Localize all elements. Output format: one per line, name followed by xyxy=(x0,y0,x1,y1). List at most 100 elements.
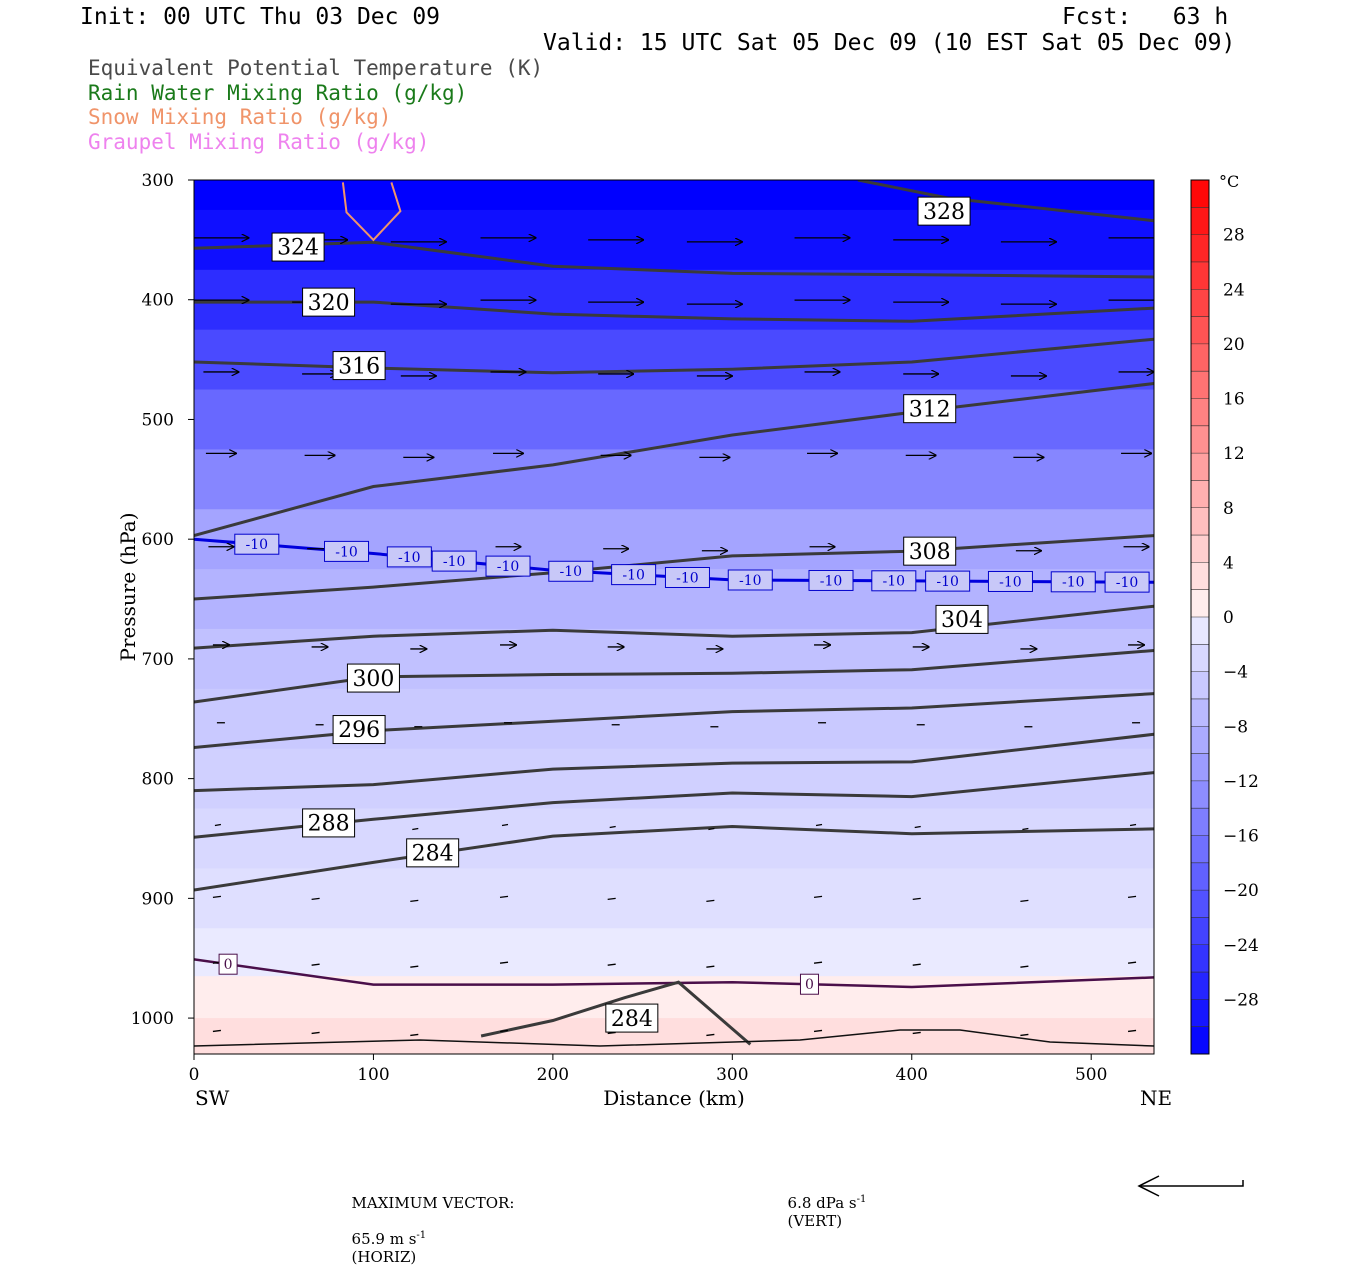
colorbar-frame xyxy=(1190,179,1210,1055)
wind-vector xyxy=(813,895,823,899)
theta-e-contour-300 xyxy=(194,649,1154,704)
colorbar-swatch xyxy=(1191,999,1209,1028)
x-axis-label: Distance (km) xyxy=(603,1086,745,1110)
forecast-hour: Fcst: 63 h xyxy=(1062,4,1229,30)
contour-label: -10 xyxy=(622,568,645,584)
x-tick-label: 0 xyxy=(189,1065,200,1085)
wind-vector xyxy=(499,961,509,964)
wind-vector xyxy=(813,961,823,964)
contour-label-box xyxy=(903,394,957,424)
contour-label-box xyxy=(234,533,280,555)
wind-vector xyxy=(607,897,616,901)
cross-section-chart: 328324320316312308304300296288284284-10-… xyxy=(116,171,1259,1110)
contour-label: 284 xyxy=(611,1007,653,1032)
contour-label-box xyxy=(799,973,819,995)
legend-rain: Rain Water Mixing Ratio (g/kg) xyxy=(88,81,468,105)
wind-vector xyxy=(1129,823,1137,827)
contour-label-box xyxy=(605,1003,659,1033)
colorbar-swatch xyxy=(1191,780,1209,809)
colorbar-unit: °C xyxy=(1219,172,1239,191)
wind-vector xyxy=(214,823,222,827)
wind-vector xyxy=(706,1033,715,1037)
contour-label-box xyxy=(302,808,356,838)
contour-label: 316 xyxy=(338,354,380,379)
contour-label-box xyxy=(346,663,400,693)
wind-vector xyxy=(912,963,921,966)
wind-vector xyxy=(912,1031,921,1035)
wind-vector xyxy=(1022,827,1029,831)
temp-band xyxy=(194,868,1154,930)
temp-band xyxy=(194,389,1154,451)
wind-vector xyxy=(311,1031,320,1035)
wind-vector xyxy=(1020,965,1029,968)
colorbar-tick-label: 24 xyxy=(1223,280,1245,300)
colorbar-swatch xyxy=(1191,234,1209,263)
max-vector-label: MAXIMUM VECTOR: 65.9 m s-1 (HORIZ) xyxy=(342,1176,515,1266)
contour-label: -10 xyxy=(739,573,762,589)
colorbar-tick-label: −28 xyxy=(1223,990,1259,1010)
colorbar-tick-label: −16 xyxy=(1223,827,1259,847)
contour-label-box xyxy=(1050,571,1096,593)
colorbar-tick-label: 4 xyxy=(1223,553,1234,573)
contour-label-box xyxy=(1104,571,1150,593)
theta-e-contour-284 xyxy=(194,824,1154,892)
contour-label: -10 xyxy=(936,574,959,590)
colorbar-swatch xyxy=(1191,180,1209,208)
plot-frame xyxy=(193,179,1155,1055)
wind-vectors xyxy=(194,238,1154,1037)
contour-label: 320 xyxy=(308,291,350,316)
contour-label: 284 xyxy=(412,842,454,867)
colorbar-swatch xyxy=(1191,890,1209,918)
colorbar-swatch xyxy=(1191,371,1209,399)
contour-labels: 328 324 320 316 312 308 304 300 296 288 284 284 -10 -… xyxy=(218,196,1150,1033)
y-tick-label: 900 xyxy=(142,889,174,909)
temp-band xyxy=(194,748,1154,810)
contour-label-box xyxy=(925,570,971,592)
init-time: Init: 00 UTC Thu 03 Dec 09 xyxy=(80,4,441,30)
wind-vector xyxy=(706,899,715,903)
colorbar-swatch xyxy=(1191,808,1209,836)
legend-graupel: Graupel Mixing Ratio (g/kg) xyxy=(88,130,430,154)
contour-label: 324 xyxy=(277,236,319,261)
colorbar-swatch xyxy=(1191,589,1209,618)
max-vector-vert-suffix: (VERT) xyxy=(787,1212,843,1230)
valid-time: Valid: 15 UTC Sat 05 Dec 09 (10 EST Sat … xyxy=(543,30,1236,56)
colorbar-tick-label: −4 xyxy=(1223,663,1248,683)
wind-vector xyxy=(410,899,419,903)
wind-vector xyxy=(311,897,320,901)
isotherm-zero xyxy=(194,958,1154,989)
colorbar-tick-label: 12 xyxy=(1223,444,1245,464)
contour-label-box xyxy=(406,838,460,868)
contour-label: 296 xyxy=(338,718,380,743)
colorbar-swatch xyxy=(1191,671,1209,700)
surface-line xyxy=(194,1029,1154,1047)
temp-band xyxy=(194,1018,1154,1054)
temp-band xyxy=(194,928,1154,978)
contour-label: -10 xyxy=(999,574,1022,590)
contour-label-box xyxy=(548,560,594,582)
axes: 300 400 500 600 700 800 900 1000 0 100 200 300 400 50… xyxy=(116,171,1172,1110)
contour-label: 288 xyxy=(308,812,350,837)
wind-vector xyxy=(410,1033,419,1037)
contour-label: 0 xyxy=(224,957,233,973)
colorbar-swatch xyxy=(1191,698,1209,727)
x-tick-label: 400 xyxy=(896,1065,928,1085)
wind-vector xyxy=(410,965,419,968)
temperature-shading xyxy=(194,180,1154,1054)
wind-vector xyxy=(501,823,509,827)
contour-label: -10 xyxy=(1116,575,1139,591)
colorbar-swatch xyxy=(1191,753,1209,782)
y-axis-label: Pressure (hPa) xyxy=(116,513,140,662)
contour-label-box xyxy=(218,953,238,975)
y-tick-label: 400 xyxy=(142,291,174,311)
colorbar-swatch xyxy=(1191,507,1209,536)
contour-label-box xyxy=(917,196,971,226)
colorbar-swatch xyxy=(1191,535,1209,563)
contour-label-box xyxy=(935,604,989,634)
wind-vector xyxy=(706,965,715,968)
wind-vector xyxy=(499,895,509,899)
colorbar-tick-label: 28 xyxy=(1223,226,1245,246)
contour-label: -10 xyxy=(443,554,466,570)
contour-label-box xyxy=(332,351,386,381)
colorbar-swatch xyxy=(1191,316,1209,345)
